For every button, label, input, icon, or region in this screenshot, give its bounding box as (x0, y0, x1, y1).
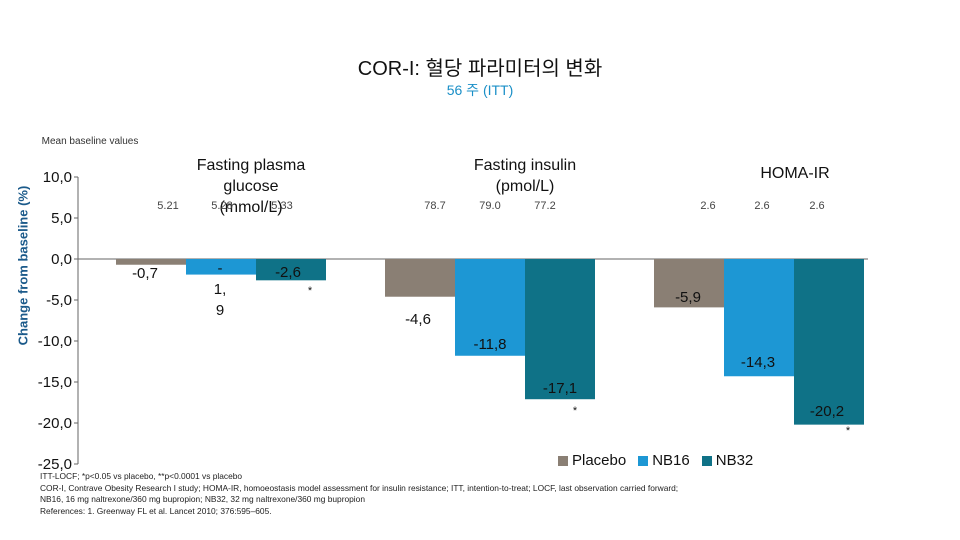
group-title-glucose: Fasting plasma glucose (mmol/L) (176, 155, 326, 218)
data-label: -11,8 (473, 336, 506, 353)
data-label: -0,7 (132, 265, 158, 282)
baseline-value: 2.6 (754, 200, 769, 212)
data-label: -4,6 (405, 311, 431, 328)
y-tick-label: 0,0 (51, 251, 72, 268)
significance-marker: * (846, 425, 851, 437)
baseline-value: 2.6 (700, 200, 715, 212)
group-title-insulin: Fasting insulin (pmol/L) (450, 155, 600, 197)
bar-nb16-2 (724, 259, 794, 377)
y-tick-label: -15,0 (38, 374, 72, 391)
bar-placebo-0 (116, 259, 186, 265)
group-title-homa: HOMA-IR (720, 163, 870, 184)
significance-marker: * (573, 405, 578, 417)
data-label: -2,6 (275, 264, 301, 281)
baseline-note: Mean baseline values (41, 136, 139, 147)
legend-swatch (701, 455, 712, 466)
footnote-line: References: 1. Greenway FL et al. Lancet… (40, 505, 272, 516)
baseline-value: 77.2 (534, 200, 555, 212)
baseline-value: 78.7 (424, 200, 445, 212)
data-label: -5,9 (675, 289, 701, 306)
y-tick-label: 10,0 (43, 169, 72, 186)
legend-swatch (638, 455, 649, 466)
data-label-part: 9 (216, 302, 224, 319)
bar-nb16-0 (186, 259, 256, 275)
data-label-part: - (218, 260, 223, 277)
y-tick-label: -25,0 (38, 456, 72, 473)
bar-placebo-2 (654, 259, 724, 308)
legend-swatch (558, 455, 568, 466)
bar-nb32-1 (525, 259, 595, 400)
data-label: -17,1 (543, 380, 577, 397)
data-label: -14,3 (741, 354, 775, 371)
y-tick-label: -20,0 (38, 415, 72, 432)
bar-placebo-1 (385, 259, 455, 297)
y-tick-label: -5,0 (46, 292, 72, 309)
group-title-line: Fasting insulin (473, 157, 577, 174)
group-title-line: (pmol/L) (495, 178, 555, 195)
legend: Placebo NB16 NB32 (558, 452, 765, 469)
legend-item-placebo: Placebo (558, 452, 626, 469)
footnotes: ITT-LOCF; *p<0.05 vs placebo, **p<0.0001… (40, 471, 940, 517)
baseline-value: 5.21 (157, 200, 178, 212)
chart-title: COR-I: 혈당 파라미터의 변화 (357, 58, 603, 80)
group-title-line: HOMA-IR (760, 165, 830, 182)
baseline-value: 79.0 (479, 200, 500, 212)
bar-nb16-1 (455, 259, 525, 356)
chart-subtitle: 56 주 (ITT) (446, 82, 514, 98)
data-label-part: 1, (214, 281, 227, 298)
legend-item-nb16: NB16 (638, 452, 690, 469)
data-label: -20,2 (810, 403, 844, 420)
legend-label: NB32 (715, 452, 754, 469)
bar-nb32-2 (794, 259, 864, 425)
legend-label: Placebo (572, 452, 627, 469)
footnote-line: COR-I, Contrave Obesity Research I study… (40, 482, 679, 493)
y-tick-label: 5,0 (51, 210, 72, 227)
group-title-line: glucose (223, 178, 279, 195)
bar-nb32-0 (256, 259, 326, 281)
footnote-line: ITT-LOCF; *p<0.05 vs placebo, **p<0.0001… (40, 471, 243, 481)
baseline-value: 5.28 (211, 200, 232, 212)
y-tick-label: -10,0 (38, 333, 72, 350)
baseline-value: 2.6 (809, 200, 824, 212)
significance-marker: * (308, 285, 313, 297)
legend-item-nb32: NB32 (701, 452, 754, 469)
footnote-line: NB16, 16 mg naltrexone/360 mg bupropion;… (40, 494, 365, 504)
group-title-line: Fasting plasma (196, 157, 306, 174)
baseline-value: 5.33 (271, 200, 292, 212)
legend-label: NB16 (652, 452, 690, 469)
group-title-line: (mmol/L) (219, 199, 283, 216)
